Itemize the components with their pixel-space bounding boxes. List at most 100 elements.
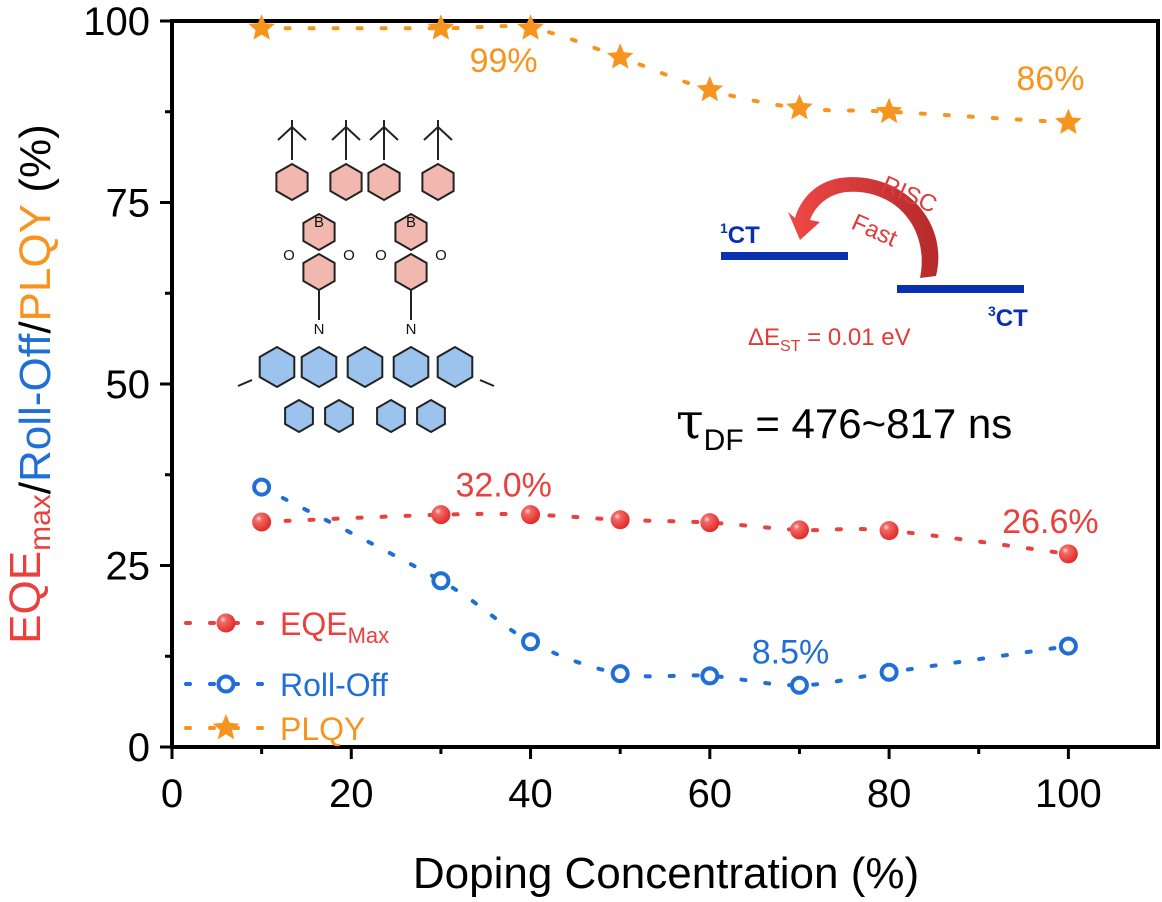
y-title-part: PLQY: [11, 204, 60, 321]
fluorene-ring: [284, 398, 314, 434]
data-point: [248, 14, 275, 40]
y-axis: 0 25 50 75 100: [83, 0, 172, 770]
y-title-part: /: [11, 321, 60, 334]
atom-label: N: [314, 321, 325, 338]
data-point: [427, 14, 455, 40]
acceptor-ring: [302, 212, 336, 252]
y-title-part: EQE: [1, 551, 50, 644]
data-point: [786, 94, 813, 120]
legend-marker: [216, 674, 236, 694]
y-tick-label: 50: [106, 363, 151, 407]
singlet-label: 1CT: [720, 220, 760, 249]
legend-marker: [216, 613, 236, 633]
x-tick-label: 80: [867, 772, 912, 816]
legend-label: Roll-Off: [280, 667, 388, 703]
donor-ring: [346, 345, 384, 389]
series-eqe-max: [252, 505, 1078, 564]
acceptor-ring: [329, 162, 363, 202]
atom-label: N: [406, 321, 417, 338]
atom-label: B: [314, 214, 324, 231]
data-point: [1058, 636, 1078, 656]
risc-arrow: [788, 177, 939, 278]
atom-label: O: [375, 247, 387, 264]
energy-gap-label: ΔEST = 0.01 eV: [748, 324, 911, 355]
legend-label-main: EQE: [280, 606, 348, 642]
donor-ring: [300, 345, 338, 389]
legend-item: PLQY: [184, 711, 365, 747]
data-point: [879, 521, 899, 541]
legend-label: PLQY: [280, 711, 365, 747]
triplet-level: [897, 285, 1024, 293]
triplet-label: 3CT: [988, 303, 1028, 332]
y-tick-label: 25: [106, 545, 151, 589]
acceptor-ring: [421, 162, 455, 202]
x-tick-label: 0: [161, 772, 183, 816]
data-point: [1055, 108, 1082, 134]
data-label: 32.0%: [455, 467, 551, 505]
y-tick-label: 0: [128, 726, 150, 770]
atom-label: B: [406, 214, 416, 231]
series-line: [259, 24, 1071, 125]
series-line: [259, 511, 1071, 556]
tbu-group: [369, 120, 399, 160]
data-point: [700, 666, 720, 686]
data-point: [521, 632, 541, 652]
methyl-bond: [479, 379, 495, 387]
lifetime-label: τDF = 476~817 ns: [676, 392, 1012, 457]
y-title-part: Roll-Off: [11, 333, 60, 482]
acceptor-ring: [275, 162, 309, 202]
donor-ring: [392, 345, 430, 389]
donor-ring: [436, 345, 474, 389]
acceptor-ring: [367, 162, 401, 202]
data-point: [789, 520, 809, 540]
donor-ring: [258, 345, 296, 389]
data-point: [1058, 544, 1078, 564]
energy-diagram: 1CT 3CT RISC Fast ΔEST = 0.01 eV: [720, 171, 1028, 355]
data-point: [252, 512, 272, 532]
atom-label: O: [283, 247, 295, 264]
y-axis-title: EQEmax/Roll-Off/PLQY (%): [1, 124, 60, 644]
data-point: [610, 664, 630, 684]
x-tick-label: 20: [329, 772, 374, 816]
data-point: [431, 505, 451, 525]
data-point: [610, 510, 630, 530]
data-point: [875, 97, 903, 124]
data-label: 8.5%: [752, 634, 830, 672]
y-title-part: (%): [11, 124, 60, 205]
methyl-bond: [237, 379, 253, 387]
legend-label: EQEMax: [280, 606, 389, 648]
x-tick-label: 60: [688, 772, 733, 816]
legend-label-main: Roll-Off: [280, 667, 388, 703]
series-plqy: [248, 14, 1082, 134]
y-tick-label: 75: [106, 182, 151, 226]
series-roll-off: [252, 477, 1078, 695]
data-point: [789, 675, 809, 695]
fluorene-ring: [376, 398, 406, 434]
legend-item: EQEMax: [184, 606, 389, 648]
data-point: [521, 505, 541, 525]
x-axis-title: Doping Concentration (%): [413, 849, 919, 898]
tbu-group: [423, 120, 453, 160]
data-point: [696, 76, 724, 102]
legend-label-main: PLQY: [280, 711, 365, 747]
acceptor-ring: [394, 252, 428, 292]
data-point: [517, 14, 544, 40]
data-point: [252, 477, 272, 497]
molecule-structure: B O O N B O O N: [237, 120, 495, 434]
tbu-group: [277, 120, 307, 160]
x-axis: 0 20 40 60 80 100: [161, 747, 1102, 816]
singlet-level: [721, 252, 848, 260]
y-title-part: /: [11, 481, 60, 494]
atom-label: O: [435, 247, 447, 264]
tbu-group: [331, 120, 361, 160]
data-point: [431, 571, 451, 591]
fluorene-ring: [324, 398, 354, 434]
legend: EQEMax Roll-Off PLQY: [184, 606, 389, 747]
y-title-sub: max: [24, 494, 57, 551]
fast-label: Fast: [848, 209, 902, 253]
y-tick-label: 100: [83, 0, 150, 44]
acceptor-ring: [394, 212, 428, 252]
acceptor-ring: [302, 252, 336, 292]
atom-label: O: [343, 247, 355, 264]
